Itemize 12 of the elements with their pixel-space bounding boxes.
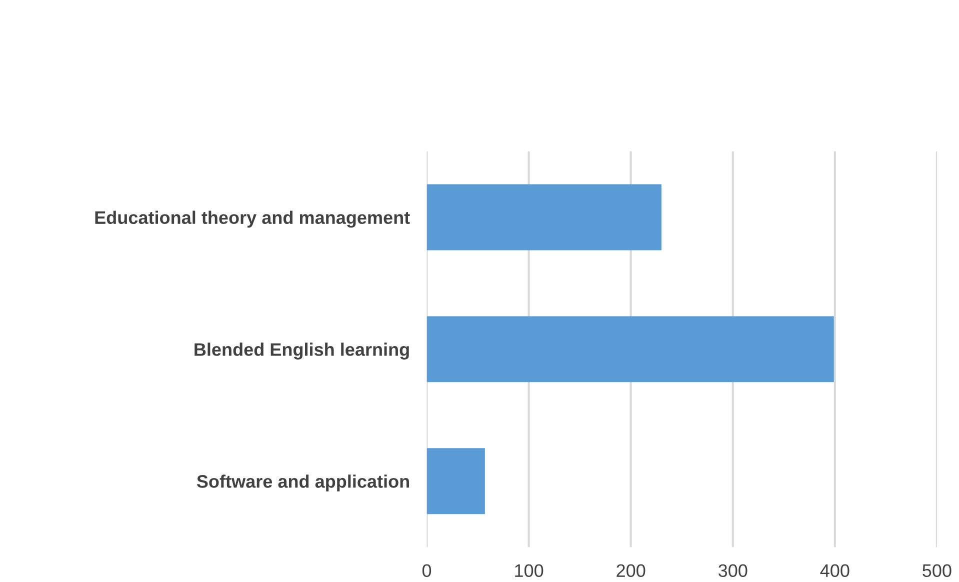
x-tick-label: 500 <box>922 564 952 578</box>
bar <box>426 184 662 250</box>
bar <box>426 448 485 514</box>
x-tick-label: 0 <box>422 564 432 578</box>
bar <box>426 316 834 382</box>
y-tick-label: Educational theory and management <box>95 210 410 228</box>
y-tick-label: Blended English learning <box>194 342 409 360</box>
x-tick-label: 200 <box>616 564 646 578</box>
x-tick-label: 300 <box>718 564 748 578</box>
x-tick-label: 400 <box>820 564 850 578</box>
x-tick-label: 100 <box>515 564 544 578</box>
y-tick-label: Software and application <box>196 474 409 492</box>
